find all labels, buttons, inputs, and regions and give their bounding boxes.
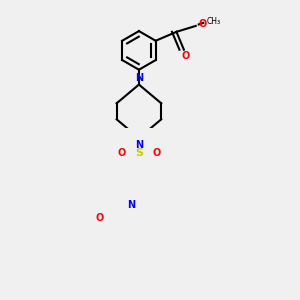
Text: O: O	[199, 20, 207, 29]
Text: O: O	[96, 213, 104, 224]
Text: S: S	[135, 148, 143, 158]
Text: O: O	[152, 148, 160, 158]
Text: O: O	[117, 148, 126, 158]
Text: O: O	[181, 51, 190, 61]
Text: CH₃: CH₃	[206, 17, 220, 26]
Text: N: N	[135, 73, 143, 83]
Text: N: N	[128, 200, 136, 210]
Text: N: N	[135, 140, 143, 149]
